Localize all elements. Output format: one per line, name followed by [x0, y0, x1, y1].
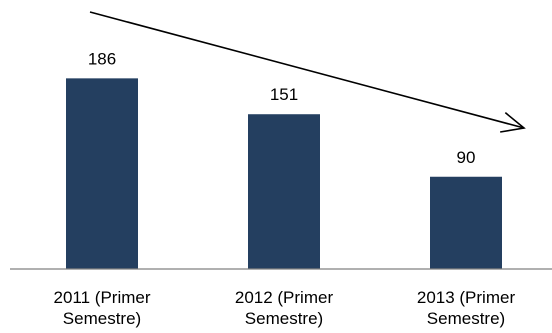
category-label-line: Semestre)	[245, 309, 323, 328]
bar-1	[248, 114, 320, 269]
category-label-2: 2013 (Primer Semestre)	[417, 288, 516, 328]
bars-layer	[66, 78, 502, 269]
category-label-line: Semestre)	[427, 309, 505, 328]
category-label-1: 2012 (Primer Semestre)	[235, 288, 334, 328]
data-label-0: 186	[88, 49, 116, 68]
category-tick-labels: 2011 (Primer Semestre) 2012 (Primer Semestr…	[54, 288, 516, 328]
bar-0	[66, 78, 138, 269]
data-label-1: 151	[270, 85, 298, 104]
category-label-line: 2011 (Primer	[54, 288, 151, 307]
category-label-line: 2013 (Primer	[417, 288, 516, 307]
category-label-line: Semestre)	[63, 309, 141, 328]
data-label-2: 90	[457, 148, 476, 167]
data-labels-layer: 186 151 90	[88, 49, 476, 166]
category-label-line: 2012 (Primer	[235, 288, 334, 307]
trend-arrow-annotation	[89, 11, 526, 133]
bar-2	[430, 176, 502, 269]
category-label-0: 2011 (Primer Semestre)	[54, 288, 151, 328]
